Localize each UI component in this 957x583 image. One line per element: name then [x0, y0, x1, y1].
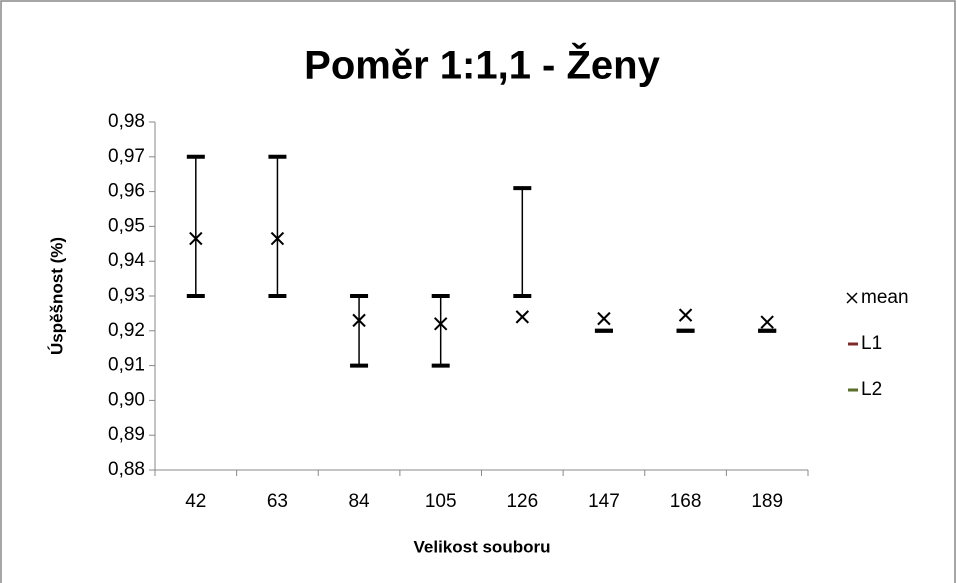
mean-marker — [433, 317, 448, 331]
mean-stroke — [597, 311, 611, 326]
mean-stroke — [270, 231, 285, 246]
y-tick-label: 0,95 — [108, 215, 145, 236]
legend-label: mean — [861, 287, 909, 308]
mean-marker — [189, 231, 203, 246]
mean-marker — [760, 315, 774, 329]
x-tick-label: 168 — [670, 491, 702, 512]
legend-label: L2 — [861, 379, 882, 400]
y-tick-label: 0,90 — [108, 389, 145, 410]
y-axis-label: Úspěšnost (%) — [47, 237, 66, 355]
y-tick-label: 0,93 — [108, 285, 145, 306]
y-tick-label: 0,91 — [108, 355, 145, 376]
y-tick-label: 0,94 — [108, 250, 145, 271]
y-tick-label: 0,97 — [108, 146, 145, 167]
x-tick-label: 42 — [185, 491, 206, 512]
y-tick-label: 0,89 — [108, 424, 145, 445]
mean-marker — [678, 308, 693, 322]
y-tick-label: 0,98 — [108, 111, 145, 132]
mean-stroke — [352, 313, 366, 328]
mean-marker — [515, 310, 530, 324]
mean-stroke — [760, 315, 774, 329]
y-tick-label: 0,92 — [108, 320, 145, 341]
x-tick-label: 126 — [506, 491, 538, 512]
x-tick-label: 84 — [348, 491, 370, 512]
mean-marker — [270, 231, 285, 246]
x-axis-label: Velikost souboru — [414, 537, 551, 556]
legend-label: L1 — [861, 333, 882, 354]
mean-stroke — [515, 310, 530, 324]
chart-title: Poměr 1:1,1 - Ženy — [304, 42, 660, 88]
mean-marker — [597, 311, 611, 326]
y-tick-label: 0,96 — [108, 181, 145, 202]
y-tick-label: 0,88 — [108, 459, 145, 480]
x-tick-label: 189 — [751, 491, 783, 512]
x-tick-label: 147 — [588, 491, 620, 512]
mean-marker — [352, 313, 366, 328]
mean-stroke — [189, 231, 203, 246]
x-tick-label: 63 — [267, 491, 288, 512]
mean-stroke — [678, 308, 693, 322]
x-tick-label: 105 — [425, 491, 457, 512]
mean-stroke — [433, 317, 448, 331]
legend-marker — [846, 292, 858, 304]
